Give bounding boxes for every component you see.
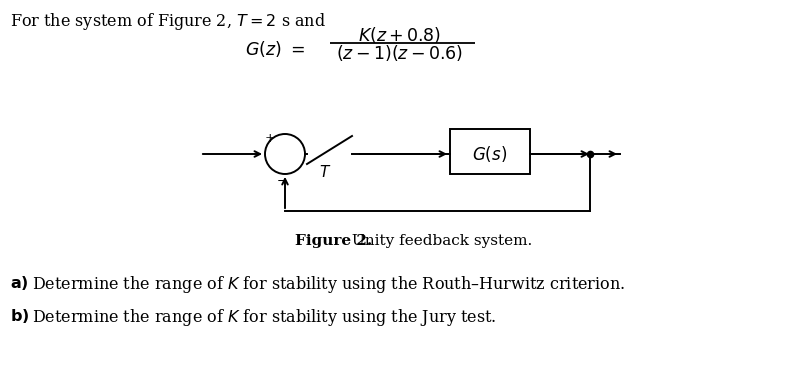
Text: Determine the range of $K$ for stability using the Routh–Hurwitz criterion.: Determine the range of $K$ for stability… [32, 274, 625, 295]
Text: $K(z + 0.8)$: $K(z + 0.8)$ [358, 25, 441, 45]
Text: Unity feedback system.: Unity feedback system. [347, 234, 532, 248]
Text: −: − [277, 175, 287, 187]
Text: Figure 2.: Figure 2. [295, 234, 372, 248]
FancyBboxPatch shape [450, 129, 530, 174]
Text: $(z - 1)(z - 0.6)$: $(z - 1)(z - 0.6)$ [337, 43, 464, 63]
Text: $\bf{b)}$: $\bf{b)}$ [10, 307, 29, 325]
Text: For the system of Figure 2, $T = 2$ s and: For the system of Figure 2, $T = 2$ s an… [10, 11, 326, 32]
Text: Determine the range of $K$ for stability using the Jury test.: Determine the range of $K$ for stability… [32, 307, 496, 328]
Text: +: + [264, 132, 275, 145]
Text: $T$: $T$ [319, 164, 331, 180]
Text: $G(s)$: $G(s)$ [473, 144, 508, 164]
Text: $G(z)\ =$: $G(z)\ =$ [245, 39, 305, 59]
Text: $\bf{a)}$: $\bf{a)}$ [10, 274, 28, 292]
